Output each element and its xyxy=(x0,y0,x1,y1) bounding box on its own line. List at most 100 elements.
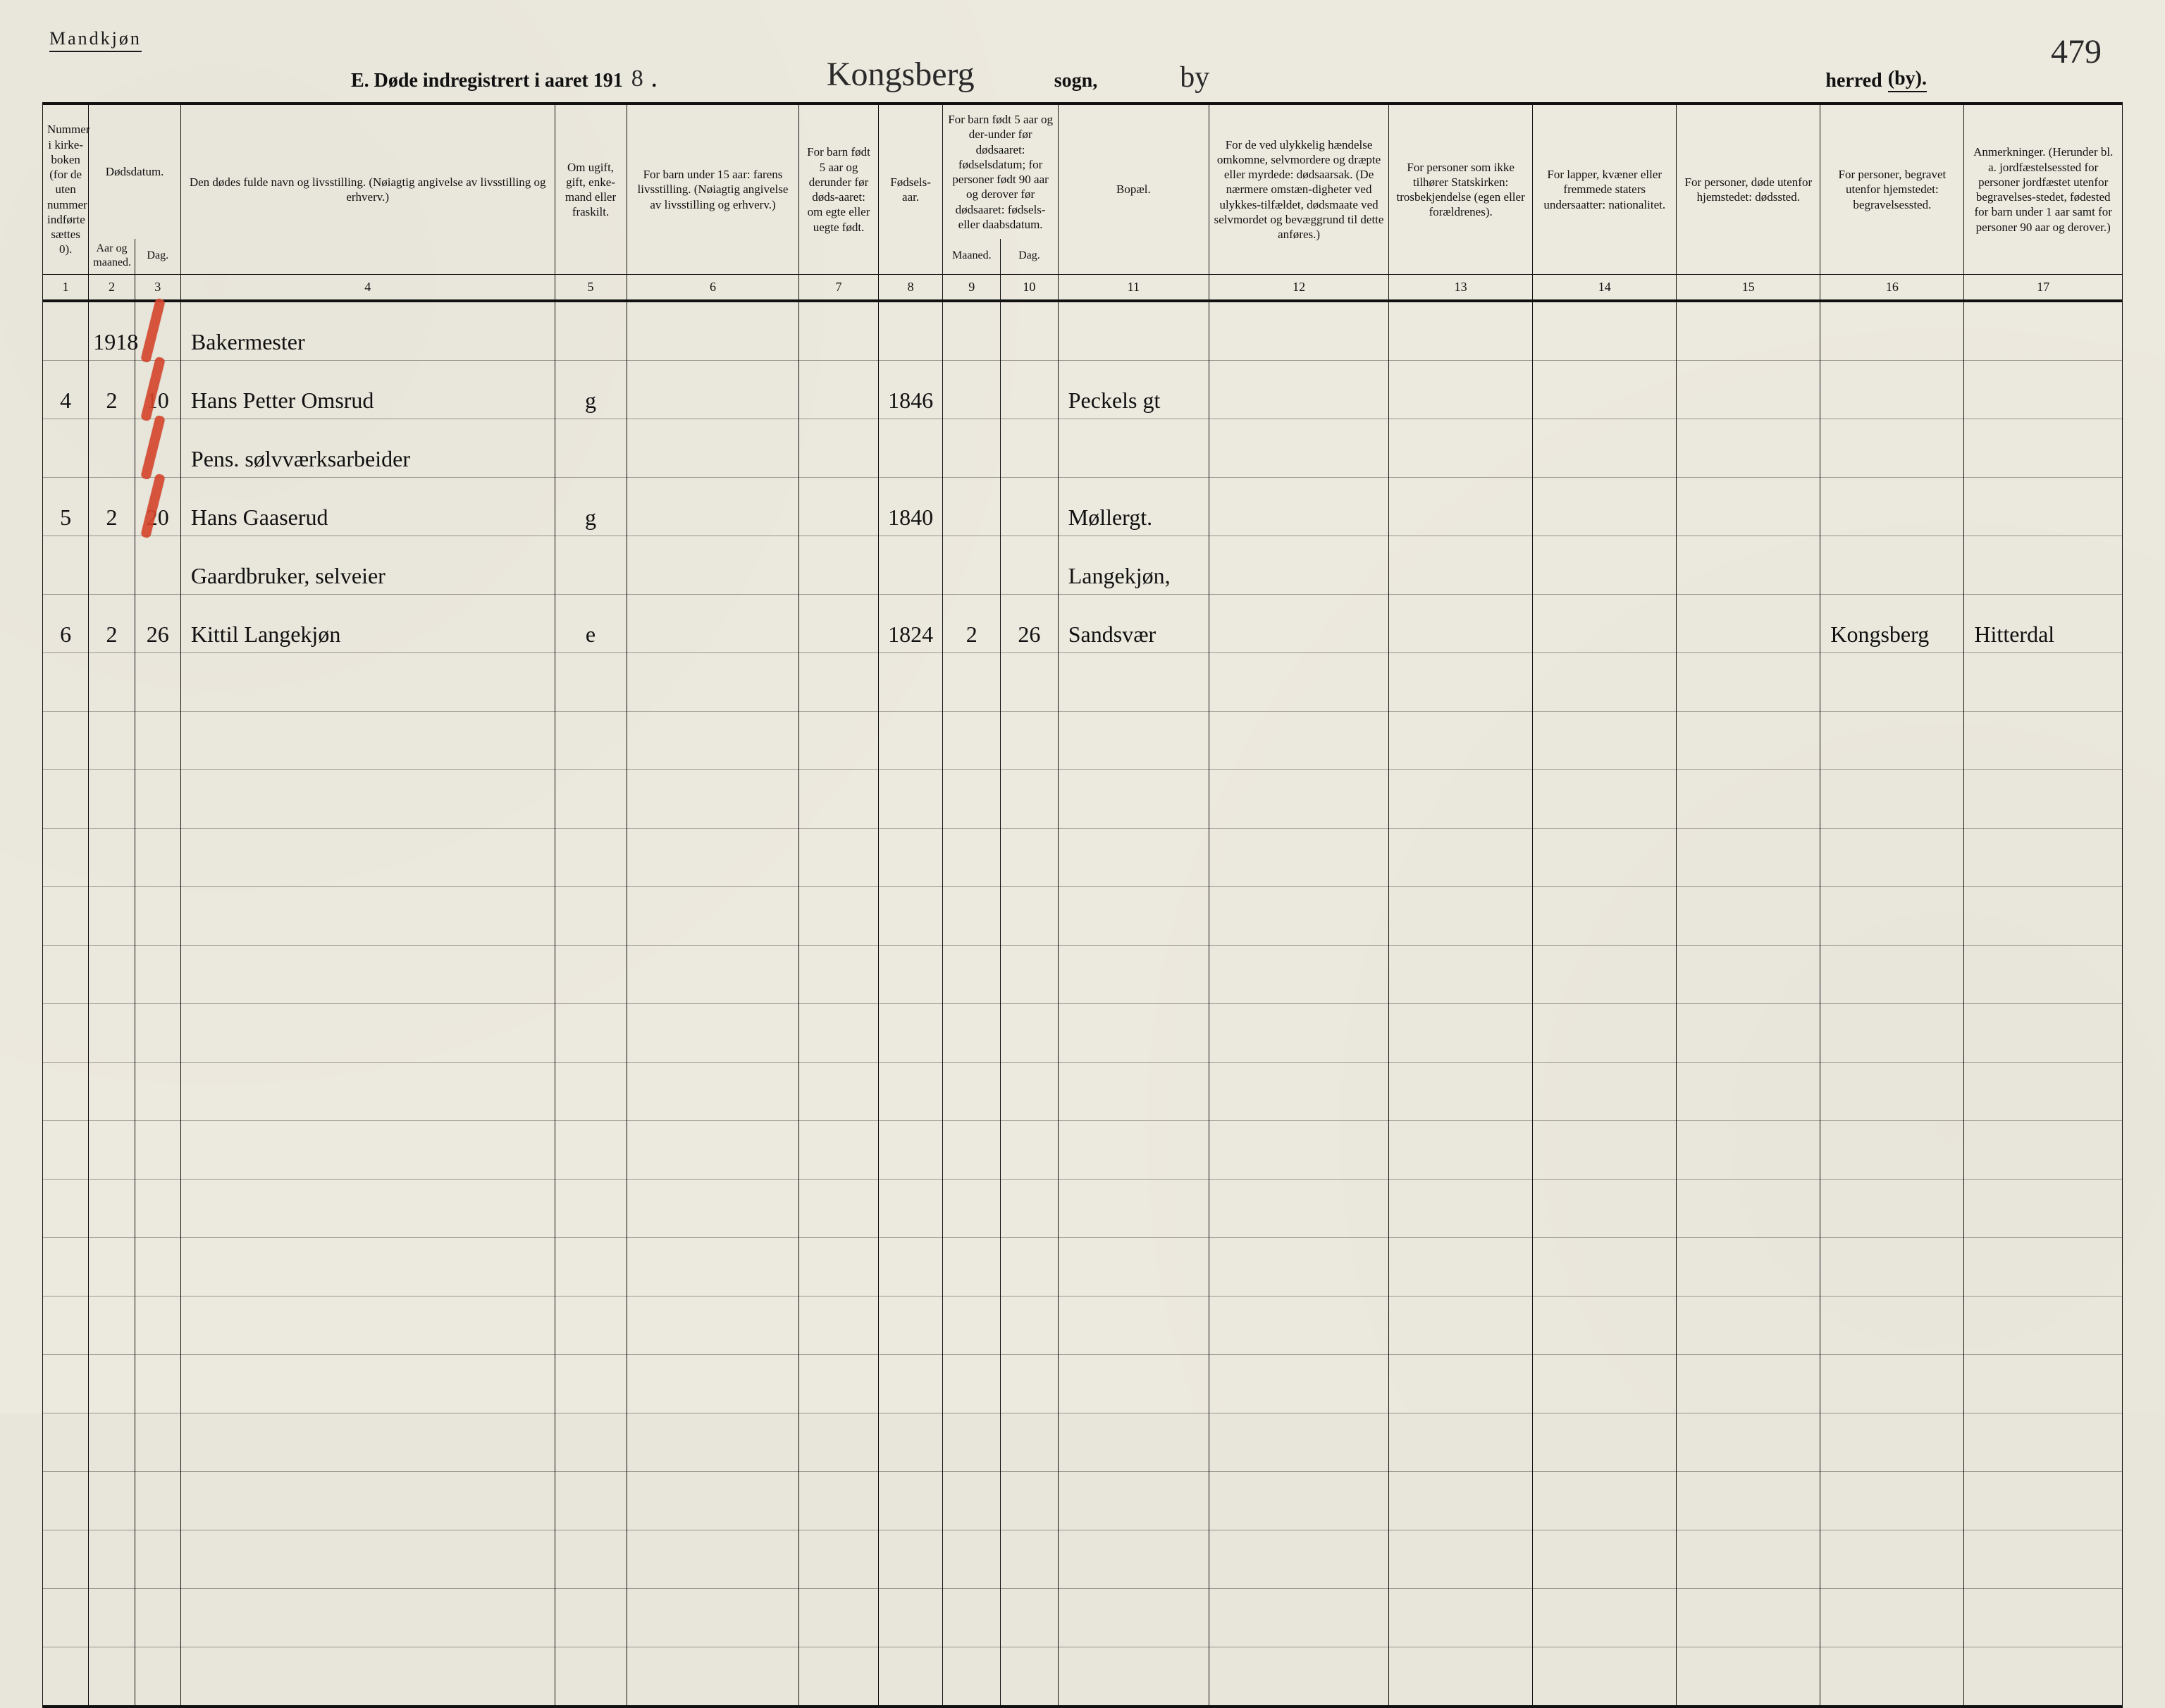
colnum: 10 xyxy=(1001,275,1059,301)
cell xyxy=(43,828,89,886)
cell xyxy=(878,536,943,594)
cell xyxy=(1209,536,1389,594)
cell xyxy=(627,1062,799,1120)
cell xyxy=(943,1530,1001,1588)
cell xyxy=(555,828,627,886)
cell: 26 xyxy=(1001,594,1059,652)
cell xyxy=(1058,1588,1209,1647)
colnum: 12 xyxy=(1209,275,1389,301)
cell xyxy=(1209,945,1389,1003)
colnum: 1 xyxy=(43,275,89,301)
cell xyxy=(1677,886,1820,945)
cell xyxy=(43,1588,89,1647)
cell xyxy=(1820,828,1964,886)
cell xyxy=(878,1647,943,1707)
cell xyxy=(1820,711,1964,769)
cell xyxy=(1533,301,1677,361)
col-header-8: Fødsels-aar. xyxy=(878,104,943,275)
cell xyxy=(1209,1296,1389,1354)
table-row-blank xyxy=(43,1120,2123,1179)
cell xyxy=(180,1471,555,1530)
cell xyxy=(943,1354,1001,1413)
cell xyxy=(627,1471,799,1530)
cell xyxy=(89,1237,135,1296)
cell xyxy=(89,886,135,945)
cell xyxy=(180,1647,555,1707)
cell xyxy=(799,360,878,419)
cell xyxy=(135,945,180,1003)
cell xyxy=(627,1179,799,1237)
cell xyxy=(1389,419,1533,477)
cell xyxy=(1001,1471,1059,1530)
cell xyxy=(1964,1413,2123,1471)
cell xyxy=(1058,1354,1209,1413)
cell xyxy=(943,1647,1001,1707)
colnum: 3 xyxy=(135,275,180,301)
cell-residence: Sandsvær xyxy=(1058,594,1209,652)
cell-residence-top: Langekjøn, xyxy=(1058,536,1209,594)
cell xyxy=(878,1003,943,1062)
cell xyxy=(1389,477,1533,536)
cell xyxy=(1058,1179,1209,1237)
cell xyxy=(43,1647,89,1707)
cell xyxy=(43,711,89,769)
cell xyxy=(1533,477,1677,536)
cell xyxy=(555,652,627,711)
cell xyxy=(1533,886,1677,945)
cell xyxy=(135,1003,180,1062)
cell xyxy=(1058,886,1209,945)
cell xyxy=(555,1062,627,1120)
cell xyxy=(135,886,180,945)
cell-red-mark xyxy=(135,419,180,477)
cell xyxy=(1820,945,1964,1003)
cell xyxy=(1964,1237,2123,1296)
cell xyxy=(43,1413,89,1471)
colnum: 5 xyxy=(555,275,627,301)
cell xyxy=(1677,1354,1820,1413)
cell xyxy=(1001,1647,1059,1707)
table-row-blank xyxy=(43,828,2123,886)
table-row-blank xyxy=(43,1062,2123,1120)
cell xyxy=(1677,477,1820,536)
cell xyxy=(43,1062,89,1120)
cell: 2 xyxy=(943,594,1001,652)
cell xyxy=(627,1647,799,1707)
cell xyxy=(1209,769,1389,828)
cell xyxy=(1209,360,1389,419)
table-row: 1918 Bakermester xyxy=(43,301,2123,361)
cell xyxy=(180,828,555,886)
cell xyxy=(1209,1530,1389,1588)
cell xyxy=(1964,1530,2123,1588)
cell xyxy=(180,1588,555,1647)
cell xyxy=(1964,477,2123,536)
cell-day: 10 xyxy=(135,360,180,419)
cell xyxy=(1209,1003,1389,1062)
cell xyxy=(1533,1237,1677,1296)
col-header-17: Anmerkninger. (Herunder bl. a. jordfæste… xyxy=(1964,104,2123,275)
cell xyxy=(1389,1062,1533,1120)
cell xyxy=(1533,769,1677,828)
cell xyxy=(1820,1413,1964,1471)
cell xyxy=(1964,1179,2123,1237)
cell xyxy=(1533,1588,1677,1647)
cell xyxy=(627,769,799,828)
cell xyxy=(1001,1354,1059,1413)
cell xyxy=(943,1062,1001,1120)
cell xyxy=(1533,1471,1677,1530)
cell xyxy=(1389,301,1533,361)
cell xyxy=(555,1237,627,1296)
cell xyxy=(1389,1237,1533,1296)
cell xyxy=(1389,1296,1533,1354)
cell xyxy=(1389,711,1533,769)
cell xyxy=(1389,1647,1533,1707)
cell xyxy=(627,419,799,477)
cell-name: Hans Gaaserud xyxy=(180,477,555,536)
cell xyxy=(1533,1530,1677,1588)
cell-name-occupation: Bakermester xyxy=(180,301,555,361)
table-row-blank xyxy=(43,886,2123,945)
cell xyxy=(1964,301,2123,361)
cell xyxy=(89,769,135,828)
cell xyxy=(878,1179,943,1237)
gender-label: Mandkjøn xyxy=(49,28,142,52)
colnum: 16 xyxy=(1820,275,1964,301)
